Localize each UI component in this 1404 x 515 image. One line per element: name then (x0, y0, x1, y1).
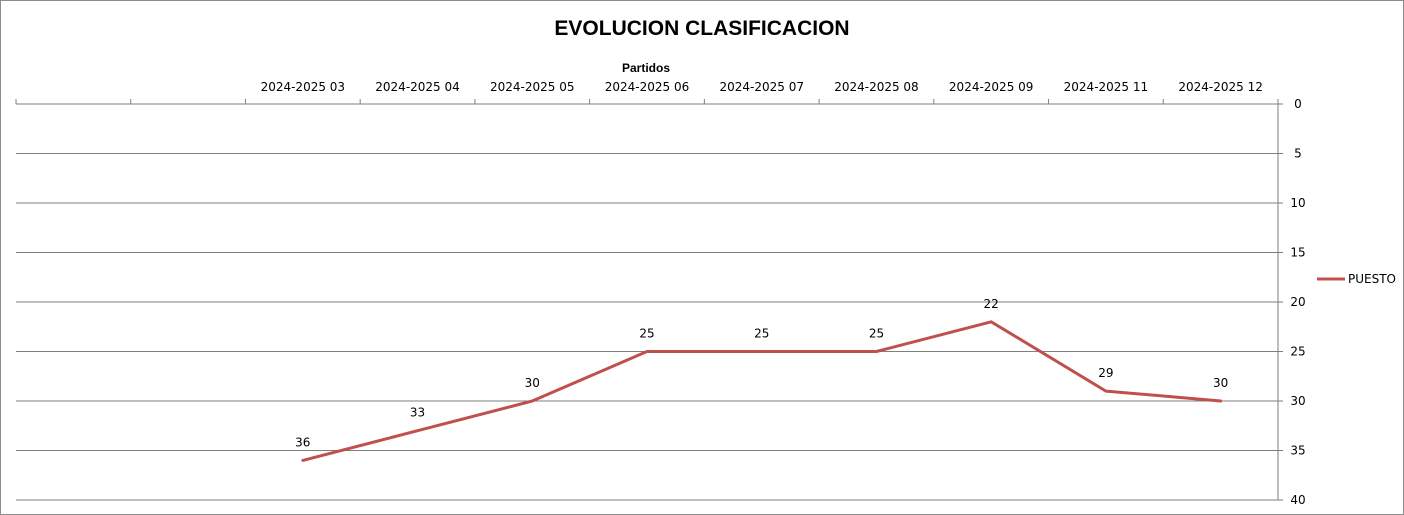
x-tick-label-7: 2024-2025 08 (834, 80, 919, 94)
gridlines (16, 103, 1278, 501)
series-line-puesto (301, 320, 1223, 462)
x-axis-tick-labels: 2024-2025 03 2024-2025 04 2024-2025 05 2024… (261, 80, 1263, 94)
x-tick-label-4: 2024-2025 05 (490, 80, 575, 94)
y-tick-label-30: 30 (1290, 394, 1305, 408)
x-tick-label-8: 2024-2025 09 (949, 80, 1034, 94)
data-label-6: 25 (754, 327, 769, 341)
x-tick-label-9: 2024-2025 11 (1064, 80, 1149, 94)
series-layer (301, 320, 1223, 462)
data-label-2: 36 (295, 435, 310, 449)
data-label-9: 29 (1098, 366, 1113, 380)
x-tick-label-5: 2024-2025 06 (605, 80, 690, 94)
y-tick-label-10: 10 (1290, 196, 1305, 210)
y-tick-label-25: 25 (1290, 345, 1305, 359)
y-tick-label-15: 15 (1290, 246, 1305, 260)
axes (15, 99, 1283, 501)
data-label-4: 30 (525, 376, 540, 390)
x-tick-label-10: 2024-2025 12 (1178, 80, 1263, 94)
data-labels: 36 33 30 25 25 25 22 29 30 (295, 297, 1228, 450)
x-tick-label-2: 2024-2025 03 (261, 80, 346, 94)
data-label-5: 25 (639, 327, 654, 341)
y-axis-tick-labels: 0 5 10 15 20 25 30 35 40 (1290, 97, 1305, 507)
data-label-3: 33 (410, 406, 425, 420)
x-tick-label-3: 2024-2025 04 (375, 80, 460, 94)
y-tick-label-35: 35 (1290, 444, 1305, 458)
legend-label-puesto: PUESTO (1348, 272, 1396, 286)
x-axis-title: Partidos (622, 61, 670, 75)
y-tick-label-40: 40 (1290, 493, 1305, 507)
y-tick-label-20: 20 (1290, 295, 1305, 309)
y-tick-label-5: 5 (1294, 147, 1302, 161)
data-label-10: 30 (1213, 376, 1228, 390)
x-tick-label-6: 2024-2025 07 (719, 80, 804, 94)
chart-title: EVOLUCION CLASIFICACION (554, 17, 849, 40)
data-label-8: 22 (984, 297, 999, 311)
legend: PUESTO (1317, 272, 1396, 286)
y-tick-label-0: 0 (1294, 97, 1302, 111)
data-label-7: 25 (869, 327, 884, 341)
